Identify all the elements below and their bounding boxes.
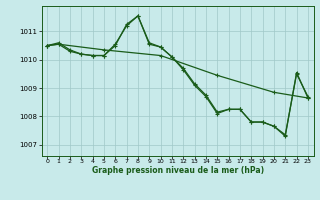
X-axis label: Graphe pression niveau de la mer (hPa): Graphe pression niveau de la mer (hPa) [92, 166, 264, 175]
